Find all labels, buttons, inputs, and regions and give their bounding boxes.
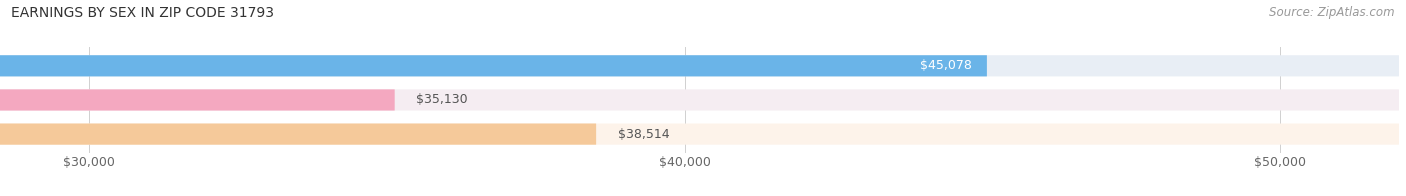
- FancyBboxPatch shape: [0, 55, 1399, 76]
- Text: EARNINGS BY SEX IN ZIP CODE 31793: EARNINGS BY SEX IN ZIP CODE 31793: [11, 6, 274, 20]
- FancyBboxPatch shape: [0, 89, 1399, 111]
- FancyBboxPatch shape: [0, 123, 596, 145]
- Text: $38,514: $38,514: [617, 128, 669, 141]
- Text: Source: ZipAtlas.com: Source: ZipAtlas.com: [1270, 6, 1395, 19]
- Text: $45,078: $45,078: [920, 59, 972, 72]
- FancyBboxPatch shape: [0, 55, 987, 76]
- FancyBboxPatch shape: [0, 123, 1399, 145]
- Text: $35,130: $35,130: [416, 93, 468, 106]
- FancyBboxPatch shape: [0, 89, 395, 111]
